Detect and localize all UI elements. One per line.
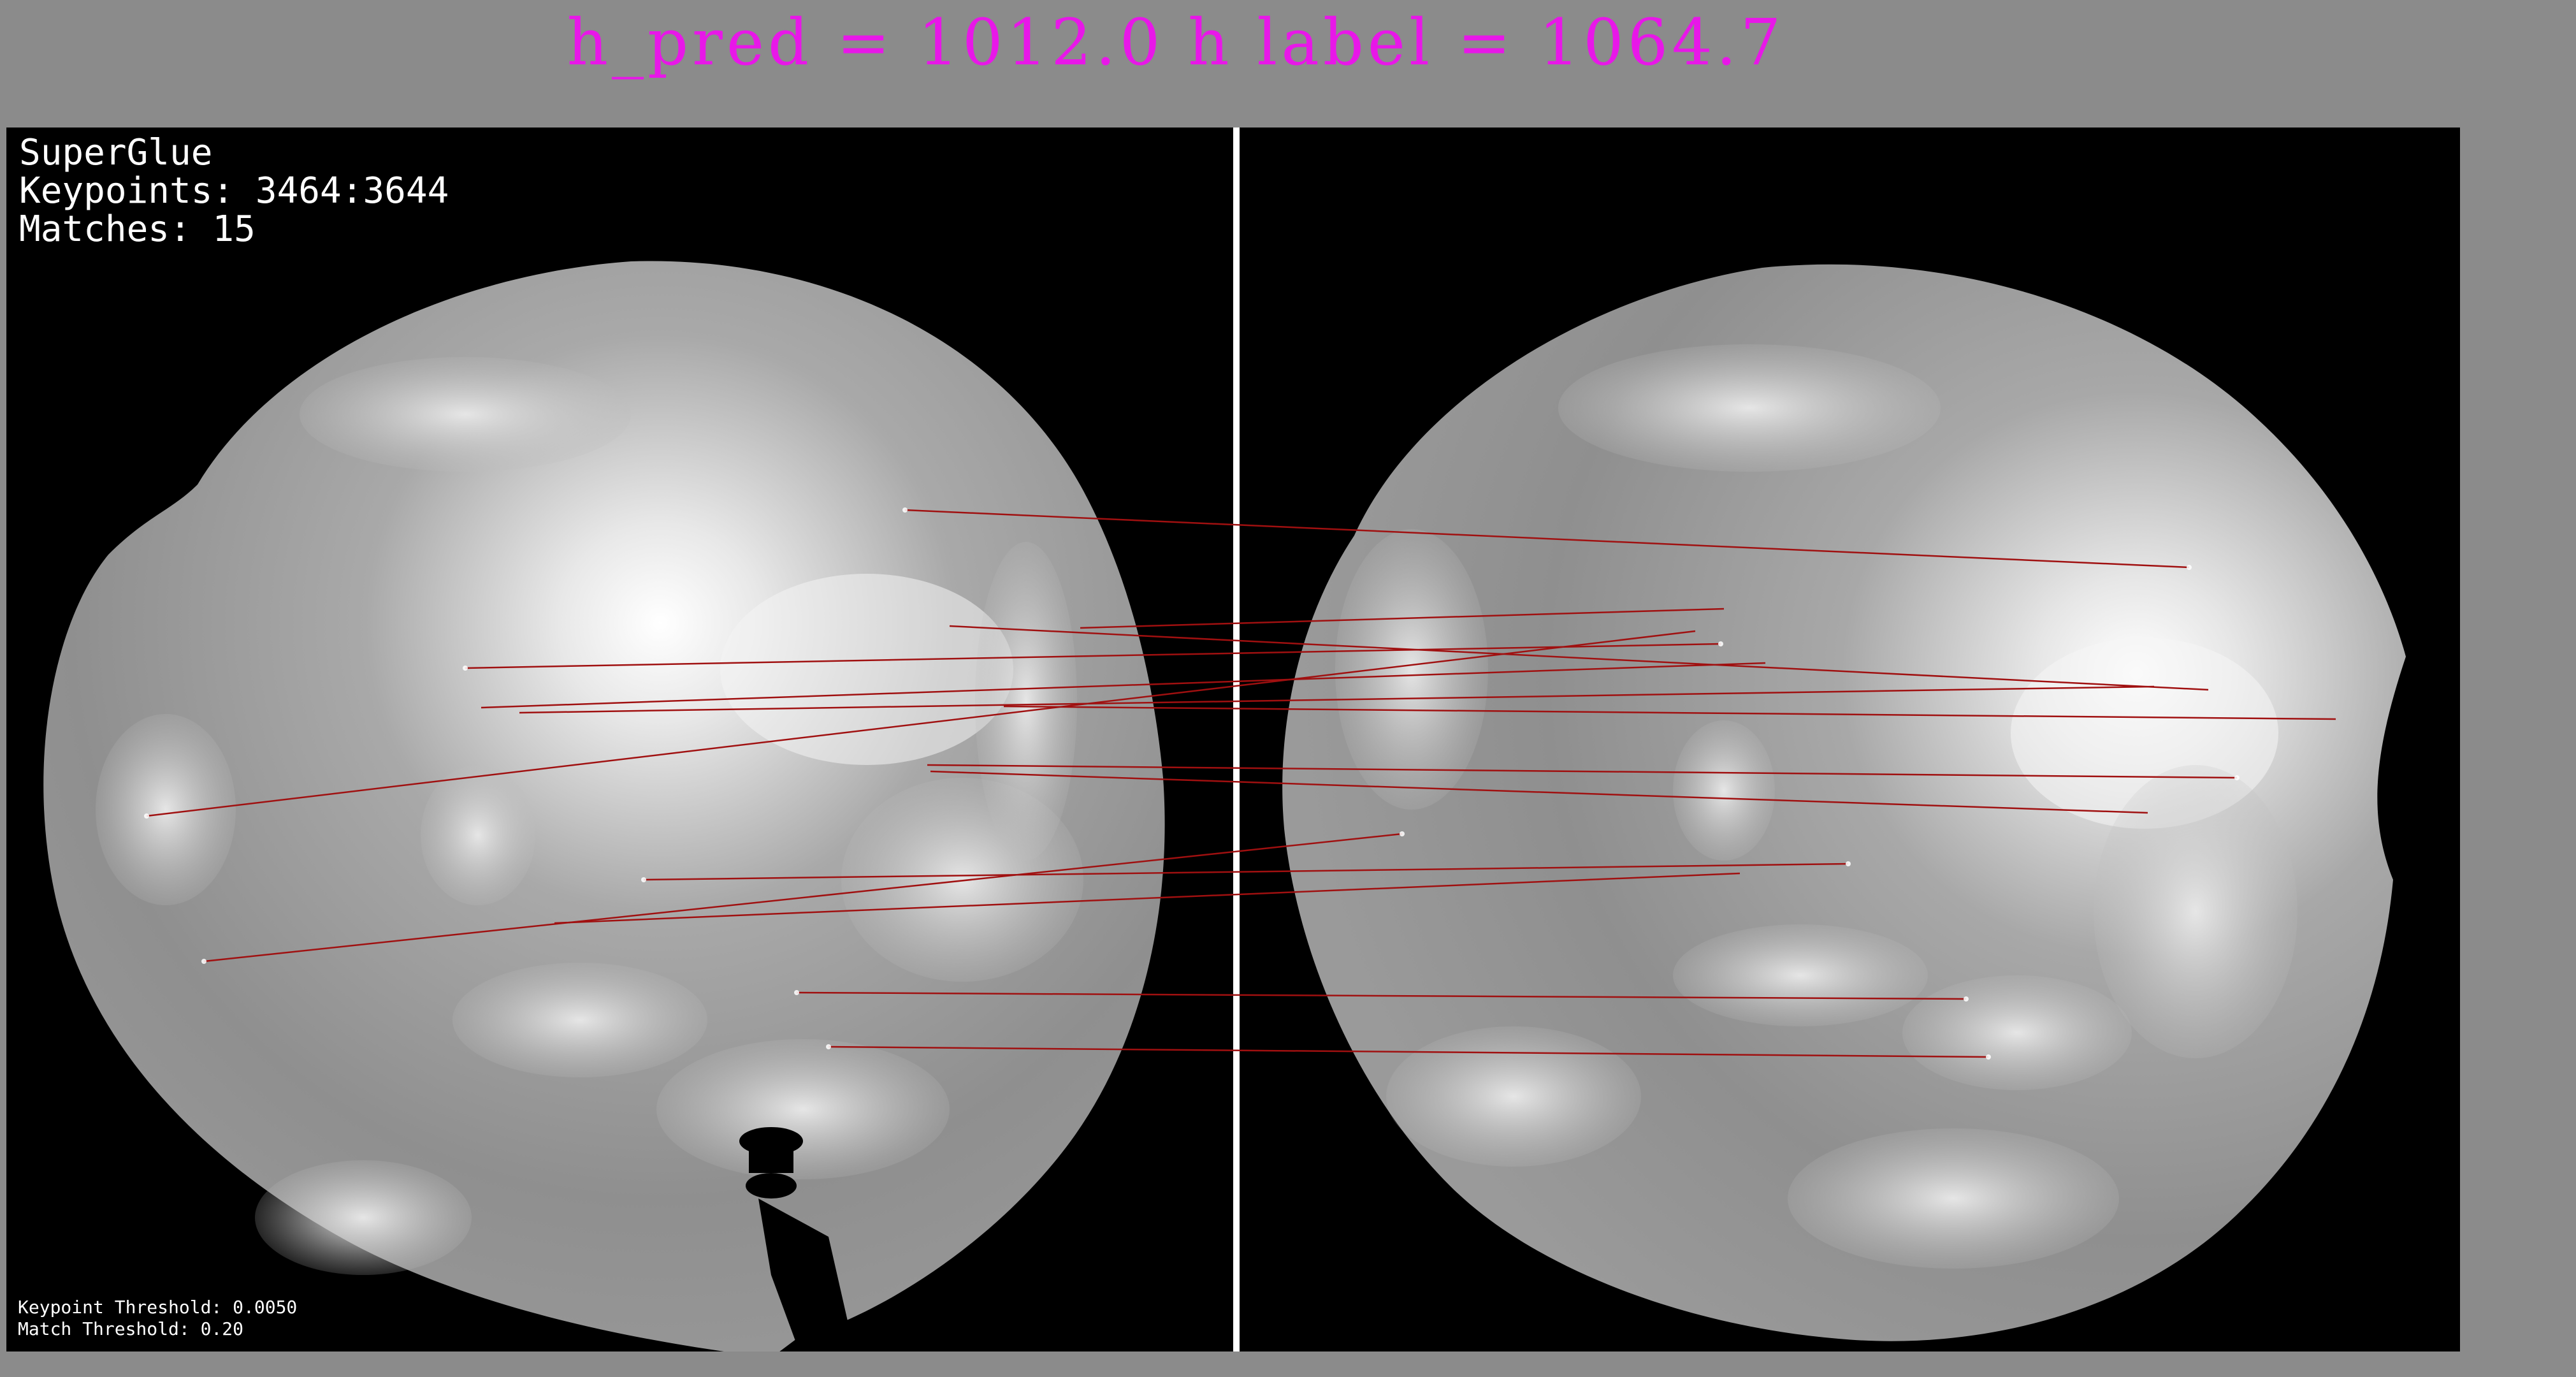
match-line xyxy=(1003,705,2336,720)
match-line xyxy=(927,764,2238,779)
match-line xyxy=(146,630,1696,817)
match-line xyxy=(465,643,1721,669)
match-line xyxy=(519,685,2155,714)
match-line xyxy=(904,509,2190,569)
method-label: SuperGlue xyxy=(19,132,213,173)
match-visualization: SuperGlue Keypoints: 3464:3644 Matches: … xyxy=(6,127,2460,1352)
prediction-title: h_pred = 1012.0 h label = 1064.7 xyxy=(567,5,1785,80)
match-line xyxy=(554,872,1740,924)
keypoints-label: Keypoints: 3464:3644 xyxy=(19,170,449,212)
match-line xyxy=(203,833,1403,963)
left-fisheye-image: SuperGlue Keypoints: 3464:3644 Matches: … xyxy=(6,127,1233,1352)
match-line xyxy=(1080,608,1725,629)
match-line xyxy=(643,863,1849,881)
match-line xyxy=(949,625,2209,691)
left-sky-dome xyxy=(43,261,1165,1352)
match-lines-layer xyxy=(144,507,2336,1060)
keypoint-dots xyxy=(144,507,2240,1060)
matches-label: Matches: 15 xyxy=(19,208,256,250)
match-line xyxy=(796,991,1967,1000)
right-fisheye-image xyxy=(1240,127,2460,1352)
match-line xyxy=(481,662,1766,709)
match-line xyxy=(828,1046,1989,1058)
camera-mount-silhouette xyxy=(739,1127,855,1352)
match-threshold-label: Match Threshold: 0.20 xyxy=(18,1318,244,1339)
image-divider xyxy=(1233,127,1240,1352)
keypoint-threshold-label: Keypoint Threshold: 0.0050 xyxy=(18,1297,298,1318)
match-line xyxy=(930,770,2148,814)
